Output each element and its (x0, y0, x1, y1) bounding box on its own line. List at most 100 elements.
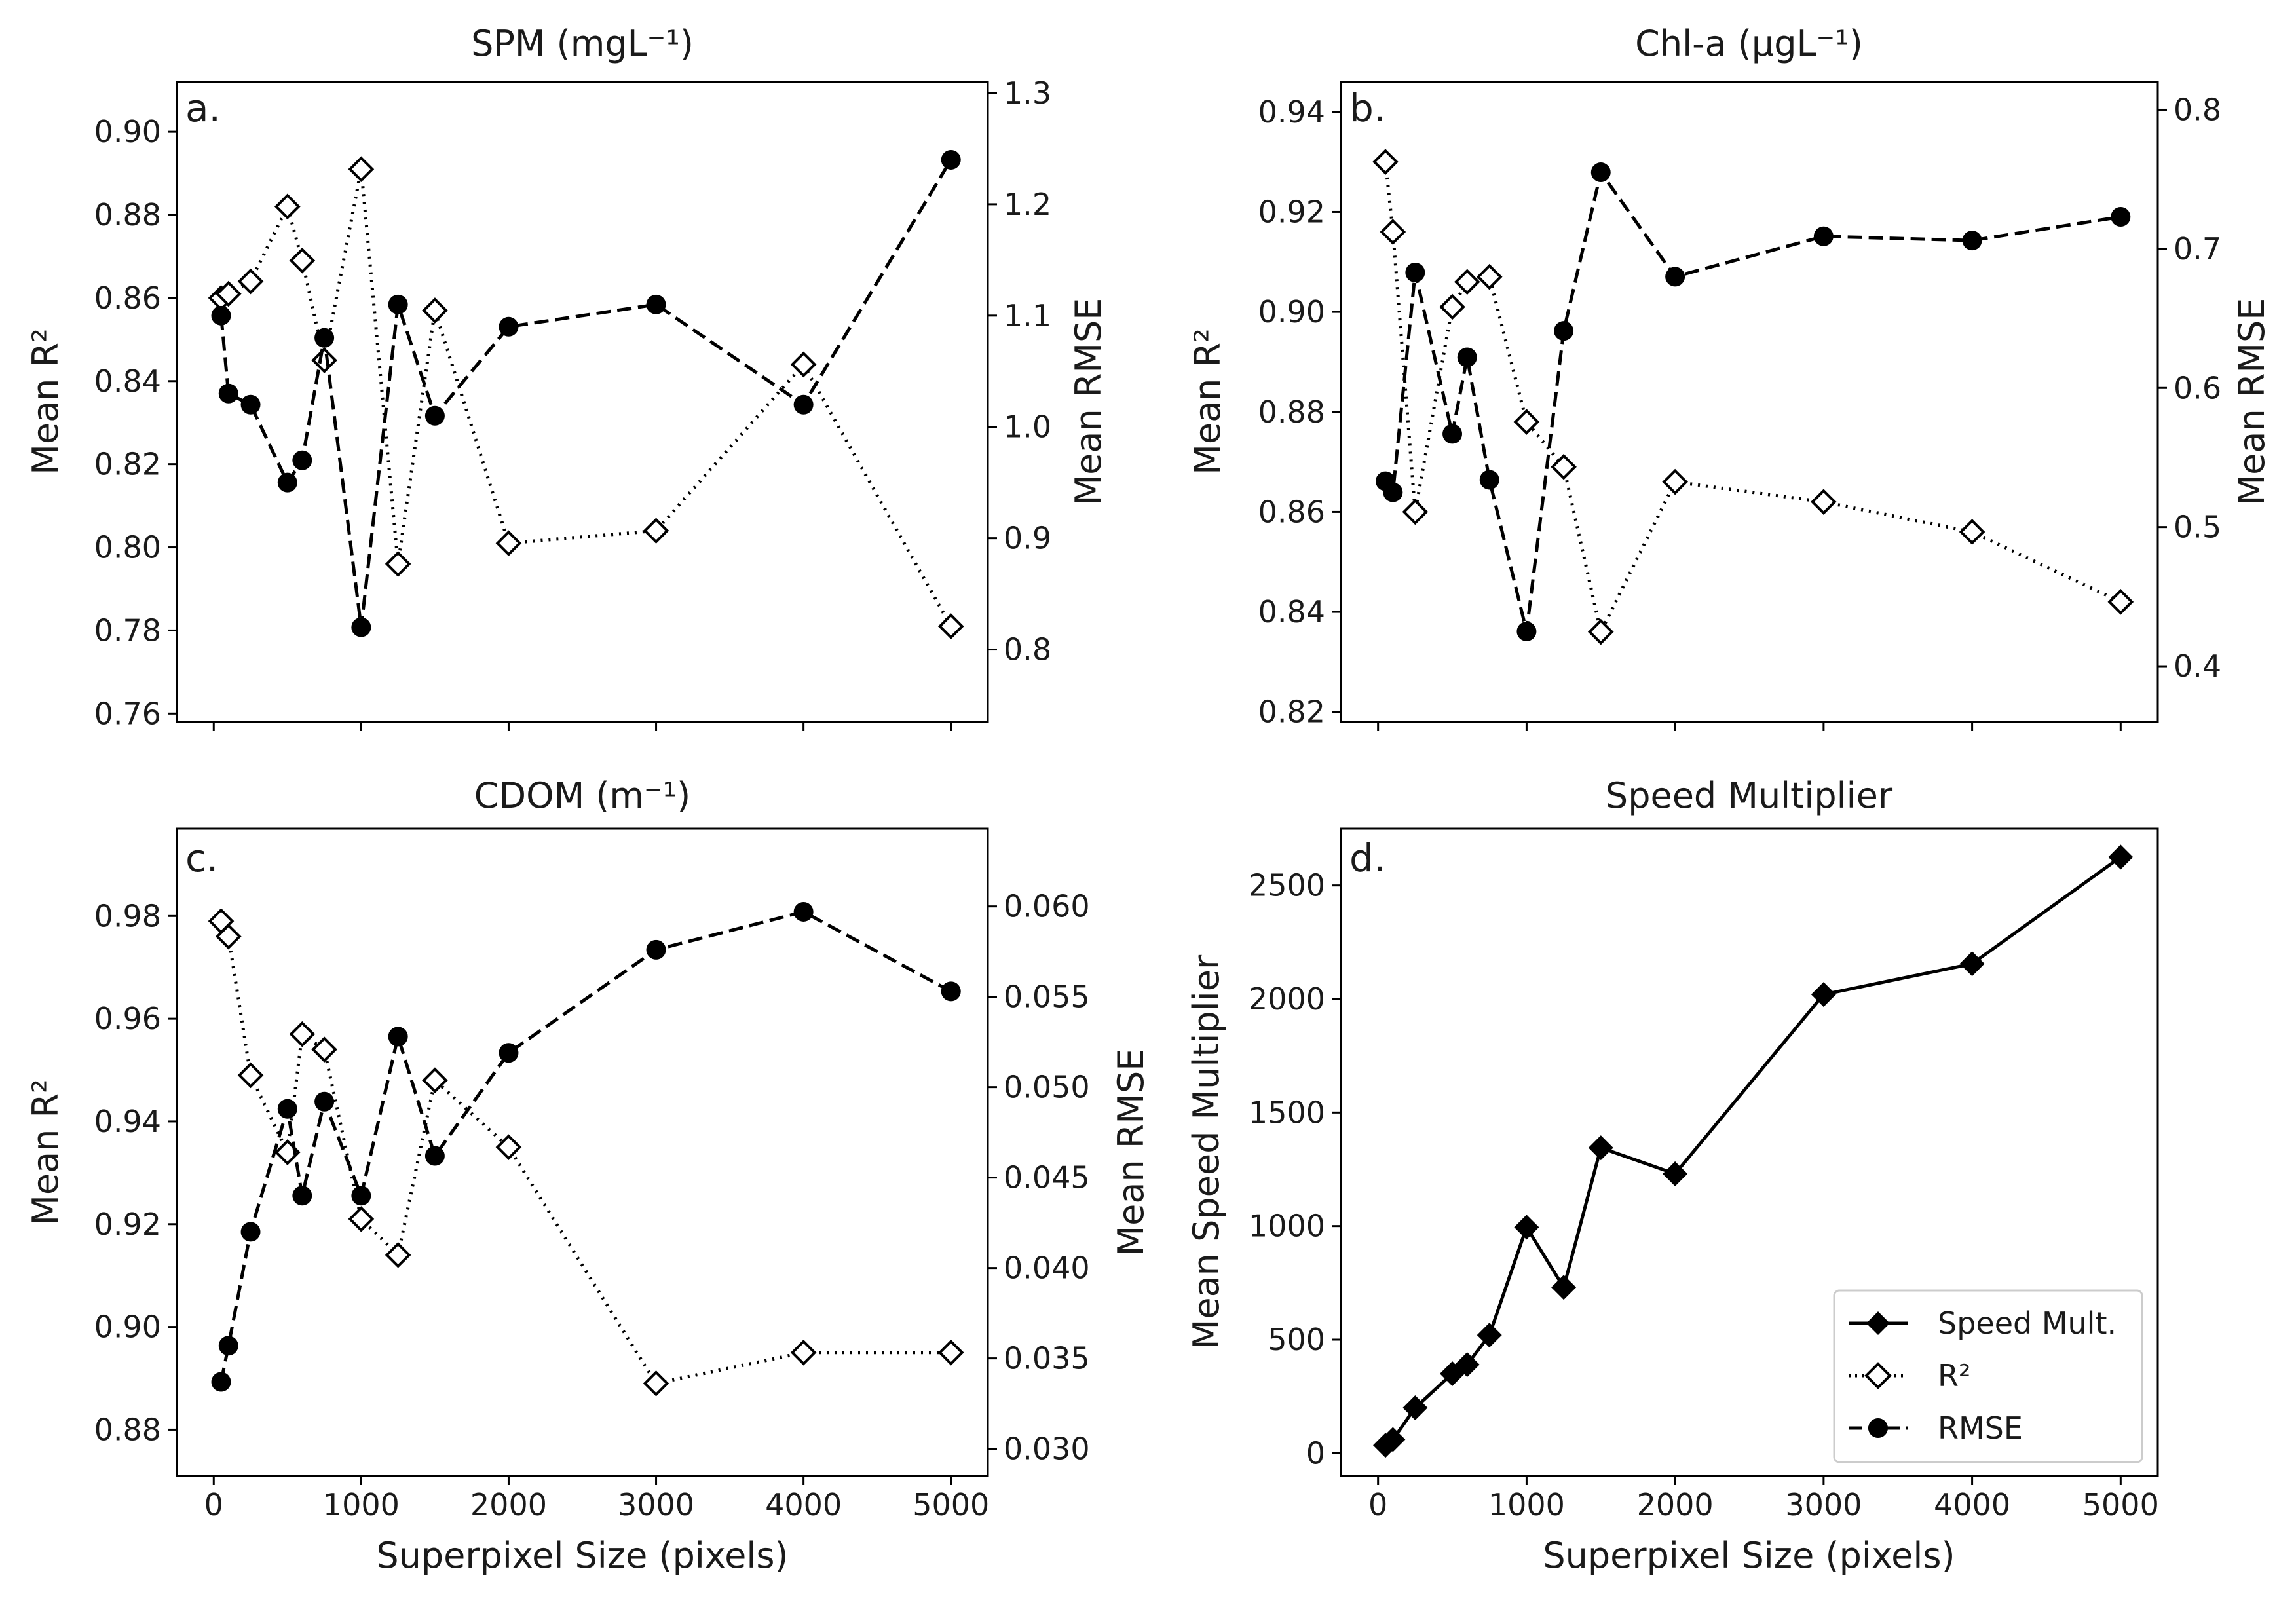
data-point-rmse (292, 1186, 312, 1206)
legend-speed-label: Speed Mult. (1938, 1306, 2117, 1341)
data-point-rmse (499, 1043, 519, 1063)
data-point-rmse (351, 1186, 371, 1206)
panel-a-letter: a. (185, 86, 221, 130)
data-point-speed (1477, 1323, 1502, 1348)
legend: Speed Mult. R² RMSE (1833, 1289, 2143, 1463)
data-point-r2 (385, 551, 411, 577)
data-point-r2 (289, 1021, 316, 1047)
right-tick-label: 0.045 (1004, 1160, 1090, 1196)
panel-d: Speed Multiplier d. Mean Speed Multiplie… (1186, 775, 2159, 1576)
panel-d-x-ticks: 0 1000 2000 3000 4000 5000 (1368, 1476, 2159, 1522)
right-tick-label: 0.060 (1004, 889, 1090, 924)
series-line-rmse (219, 159, 952, 628)
data-point-r2 (495, 530, 522, 557)
data-point-r2 (1402, 499, 1429, 525)
left-tick-label: 0.78 (94, 612, 161, 648)
left-tick-label: 500 (1268, 1322, 1325, 1357)
data-point-speed (1514, 1215, 1539, 1240)
data-point-rmse (314, 1091, 335, 1112)
left-tick-label: 0.82 (1258, 694, 1325, 730)
data-point-r2 (1513, 409, 1540, 435)
right-tick-label: 0.6 (2174, 370, 2221, 405)
panel-c-x-axis-label: Superpixel Size (pixels) (376, 1535, 788, 1576)
panel-a-title: SPM (mgL⁻¹) (471, 23, 694, 64)
data-point-r2 (1587, 618, 1614, 645)
left-tick-label: 0.92 (1258, 194, 1325, 229)
left-tick-label: 1500 (1249, 1095, 1325, 1130)
x-tick-label: 0 (204, 1487, 223, 1522)
data-point-speed (1380, 1427, 1406, 1452)
right-tick-label: 0.030 (1004, 1431, 1090, 1467)
data-point-rmse (240, 394, 261, 415)
data-point-rmse (388, 294, 408, 314)
data-point-r2 (348, 156, 375, 183)
data-point-r2 (274, 193, 301, 220)
x-tick-label: 1000 (1488, 1487, 1565, 1522)
series-line-rmse (219, 910, 952, 1383)
panel-c: CDOM (m⁻¹) c. Mean R² Mean RMSE Superpix… (25, 775, 1152, 1576)
panel-b-frame (1340, 81, 2159, 723)
data-point-rmse (1590, 162, 1611, 183)
data-point-rmse (351, 617, 371, 637)
data-point-speed (1588, 1135, 1613, 1161)
data-point-r2 (385, 1242, 411, 1268)
right-tick-label: 0.055 (1004, 979, 1090, 1015)
legend-r2-label: R² (1938, 1358, 1970, 1393)
left-tick-label: 0.96 (94, 1001, 161, 1036)
left-tick-label: 1000 (1249, 1209, 1325, 1244)
panel-a-x-ticks (212, 722, 952, 731)
panel-d-letter: d. (1349, 836, 1385, 880)
series-line-rmse (1383, 168, 2121, 632)
left-tick-label: 2000 (1249, 981, 1325, 1017)
right-tick-label: 1.1 (1004, 298, 1051, 333)
panel-b-letter: b. (1349, 86, 1385, 130)
data-point-r2 (1372, 149, 1399, 175)
data-point-speed (2108, 844, 2134, 870)
data-point-rmse (1665, 267, 1685, 287)
data-point-r2 (215, 280, 242, 307)
x-tick-label: 3000 (1785, 1487, 1862, 1522)
data-point-r2 (1380, 219, 1406, 245)
panel-b-series (1372, 149, 2134, 645)
x-tick-label: 2000 (470, 1487, 547, 1522)
panel-b-x-ticks (1377, 722, 2122, 731)
data-point-rmse (2111, 207, 2131, 227)
panel-d-left-axis-label: Mean Speed Multiplier (1186, 954, 1227, 1349)
series-line-r2 (219, 920, 951, 1385)
right-tick-label: 1.0 (1004, 409, 1051, 445)
data-point-r2 (1454, 269, 1480, 295)
data-point-rmse (1479, 470, 1499, 490)
legend-rmse-label: RMSE (1938, 1410, 2023, 1446)
left-tick-label: 0.76 (94, 696, 161, 731)
left-tick-label: 0.98 (94, 898, 161, 933)
data-point-r2 (1551, 453, 1577, 480)
data-point-rmse (1516, 621, 1537, 641)
data-point-rmse (240, 1222, 261, 1242)
right-tick-label: 0.5 (2174, 510, 2221, 545)
right-tick-label: 0.8 (2174, 92, 2221, 127)
legend-r2-marker (1864, 1362, 1892, 1389)
data-point-r2 (1476, 263, 1503, 290)
data-point-rmse (314, 328, 335, 348)
panel-d-series (1373, 844, 2134, 1458)
right-tick-label: 0.4 (2174, 649, 2221, 684)
panel-b-right-axis-label: Mean RMSE (2231, 298, 2272, 506)
series-line-r2 (1383, 161, 2122, 637)
x-tick-label: 2000 (1637, 1487, 1714, 1522)
data-point-rmse (1405, 262, 1425, 282)
left-tick-label: 0.88 (94, 197, 161, 233)
left-tick-label: 0.88 (1258, 394, 1325, 430)
data-point-r2 (237, 1062, 264, 1089)
left-tick-label: 0.84 (1258, 594, 1325, 630)
data-point-rmse (211, 305, 231, 326)
left-tick-label: 0.90 (1258, 294, 1325, 330)
data-point-r2 (937, 613, 964, 639)
panel-a: SPM (mgL⁻¹) a. Mean R² Mean RMSE 0.760.7… (25, 23, 1109, 731)
data-point-r2 (237, 268, 264, 295)
left-tick-label: 0.94 (94, 1104, 161, 1139)
legend-rmse-marker (1868, 1418, 1888, 1438)
data-point-rmse (646, 939, 666, 960)
data-point-speed (1959, 951, 1985, 977)
x-tick-label: 4000 (1934, 1487, 2010, 1522)
right-tick-label: 0.9 (1004, 521, 1051, 556)
